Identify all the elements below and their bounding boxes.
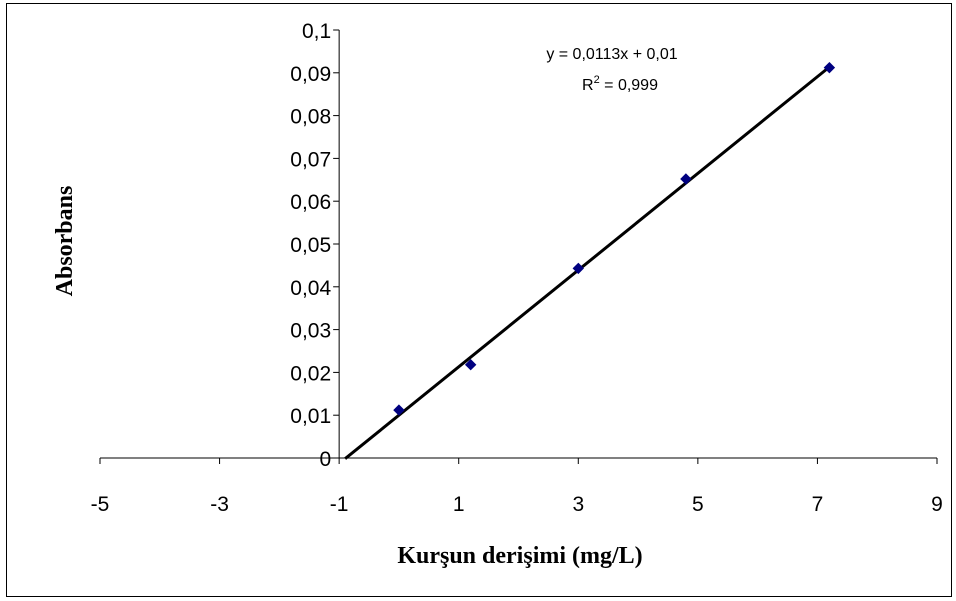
y-tick-label: 0,02	[290, 362, 331, 385]
x-tick-label: -1	[330, 493, 349, 516]
x-tick-label: -3	[210, 493, 229, 516]
y-tick-label: 0,04	[290, 277, 331, 300]
data-point	[572, 262, 584, 275]
y-tick-label: 0,08	[290, 106, 331, 129]
x-tick-label: 3	[572, 493, 584, 516]
y-tick-label: 0,01	[290, 405, 331, 428]
r-squared-value: = 0,999	[600, 77, 658, 94]
trendline-equation: y = 0,0113x + 0,01	[546, 46, 677, 63]
x-tick-label: -5	[91, 493, 110, 516]
y-tick-label: 0	[319, 448, 331, 471]
y-tick-label: 0,09	[290, 63, 331, 86]
y-tick-label: 0,03	[290, 320, 331, 343]
y-tick-label: 0,06	[290, 191, 331, 214]
x-tick-label: 9	[931, 493, 943, 516]
r-squared-sup: 2	[594, 74, 600, 86]
chart-frame	[6, 3, 952, 597]
y-tick-label: 0,05	[290, 234, 331, 257]
trendline	[344, 65, 831, 460]
x-tick-label: 7	[812, 493, 824, 516]
y-tick-label: 0,07	[290, 148, 331, 171]
y-axis-title: Absorbans	[52, 186, 78, 297]
data-point	[464, 358, 477, 371]
data-points	[393, 61, 836, 416]
data-point	[393, 404, 405, 416]
r-squared-prefix: R	[582, 77, 594, 94]
x-tick-label: 5	[692, 493, 704, 516]
axes: -5 -3 -1 1 3 5 7 9 0 0,01 0,02 0,03 0,04 0,05 0,06 0,07…	[91, 20, 943, 516]
r-squared-label: R2 = 0,999	[582, 74, 658, 94]
x-axis-title: Kurşun derişimi (mg/L)	[397, 543, 642, 569]
x-tick-label: 1	[453, 493, 465, 516]
trendline-group	[344, 65, 831, 460]
data-point	[823, 61, 836, 74]
y-tick-label: 0,1	[302, 20, 331, 43]
data-point	[680, 173, 692, 185]
